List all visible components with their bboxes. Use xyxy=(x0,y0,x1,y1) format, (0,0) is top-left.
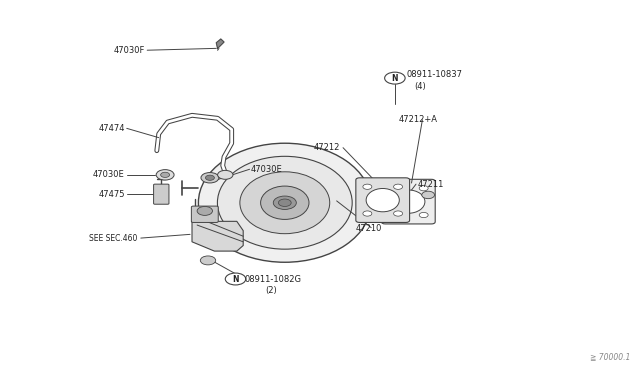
Circle shape xyxy=(422,191,435,199)
Text: 47030F: 47030F xyxy=(114,46,145,55)
Circle shape xyxy=(394,184,403,189)
Ellipse shape xyxy=(260,186,309,219)
Text: 47475: 47475 xyxy=(99,190,125,199)
Ellipse shape xyxy=(366,189,399,212)
Circle shape xyxy=(218,170,233,179)
Text: 47030E: 47030E xyxy=(251,165,283,174)
Circle shape xyxy=(273,196,296,209)
Circle shape xyxy=(363,211,372,216)
Circle shape xyxy=(419,186,428,191)
Text: 47210: 47210 xyxy=(355,224,381,233)
Circle shape xyxy=(278,199,291,206)
Text: (4): (4) xyxy=(415,82,426,91)
FancyBboxPatch shape xyxy=(356,178,410,222)
FancyBboxPatch shape xyxy=(191,206,218,222)
Polygon shape xyxy=(192,221,243,251)
Circle shape xyxy=(394,211,403,216)
Circle shape xyxy=(161,172,170,177)
Circle shape xyxy=(419,212,428,218)
Polygon shape xyxy=(216,39,224,48)
Text: N: N xyxy=(232,275,239,283)
Ellipse shape xyxy=(240,172,330,234)
Circle shape xyxy=(156,170,174,180)
FancyBboxPatch shape xyxy=(381,179,435,224)
Ellipse shape xyxy=(392,190,425,213)
Circle shape xyxy=(201,173,219,183)
Text: 08911-1082G: 08911-1082G xyxy=(244,275,301,283)
Circle shape xyxy=(225,273,246,285)
Circle shape xyxy=(388,212,397,218)
Circle shape xyxy=(385,72,405,84)
Text: 47211: 47211 xyxy=(418,180,444,189)
Text: 47212+A: 47212+A xyxy=(399,115,438,124)
FancyBboxPatch shape xyxy=(154,184,169,204)
Text: ≧ 70000.1: ≧ 70000.1 xyxy=(590,353,630,362)
Text: 47030E: 47030E xyxy=(93,170,125,179)
Circle shape xyxy=(363,184,372,189)
Text: N: N xyxy=(392,74,398,83)
Circle shape xyxy=(388,186,397,191)
Text: 08911-10837: 08911-10837 xyxy=(406,70,462,79)
Text: (2): (2) xyxy=(266,286,277,295)
Text: 47474: 47474 xyxy=(99,124,125,133)
Ellipse shape xyxy=(218,156,352,249)
Circle shape xyxy=(205,175,214,180)
Text: SEE SEC.460: SEE SEC.460 xyxy=(89,234,138,243)
Circle shape xyxy=(200,256,216,265)
Circle shape xyxy=(197,206,212,215)
Text: 47212: 47212 xyxy=(314,143,340,152)
Ellipse shape xyxy=(198,143,371,262)
